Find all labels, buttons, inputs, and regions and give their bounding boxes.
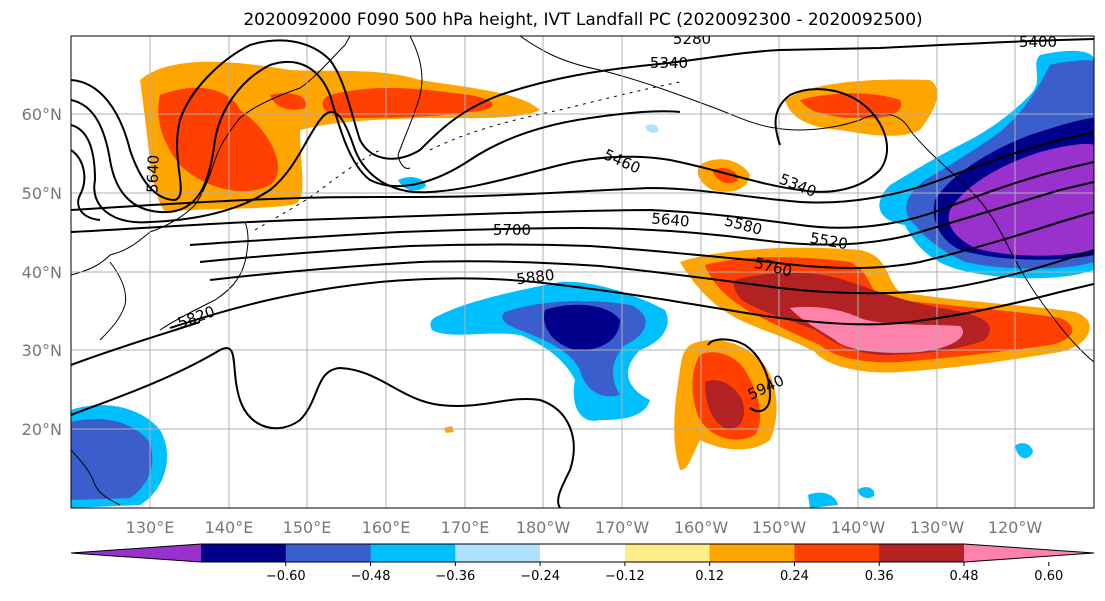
ivt-negative-patch-small4 bbox=[857, 487, 875, 498]
contour-line bbox=[71, 149, 101, 221]
contour-label: 5400 bbox=[1019, 33, 1057, 51]
colorbar-tick-label: −0.36 bbox=[435, 569, 475, 584]
coastline-kamchatka bbox=[397, 36, 423, 169]
lon-label: 130°E bbox=[126, 518, 175, 537]
height-contours bbox=[71, 38, 1094, 508]
coastline-philippines bbox=[71, 449, 121, 506]
colorbar: −0.60 −0.48 −0.36 −0.24 −0.12 0.12 0.24 0.36 0.4… bbox=[70, 543, 1095, 584]
contour-line bbox=[71, 321, 201, 366]
contour-line bbox=[71, 161, 1094, 233]
lat-label: 50°N bbox=[22, 184, 62, 203]
ivt-shading bbox=[71, 50, 1094, 508]
lat-label: 30°N bbox=[22, 341, 62, 360]
lon-label: 150°W bbox=[752, 518, 807, 537]
colorbar-tick-label: 0.60 bbox=[1034, 569, 1063, 584]
map-frame bbox=[70, 35, 1095, 509]
lon-label: 170°W bbox=[595, 518, 650, 537]
contour-line bbox=[707, 338, 772, 413]
map-panel: 5280 5340 5400 5460 5340 5640 5700 5640 … bbox=[71, 30, 1094, 508]
colorbar-segment-purple bbox=[71, 544, 201, 562]
ivt-positive-core-nw3 bbox=[270, 93, 306, 110]
ivt-positive-core-nw2 bbox=[322, 87, 493, 118]
contour-line bbox=[189, 181, 1094, 246]
colorbar-tick-label: 0.24 bbox=[780, 569, 809, 584]
ivt-positive-strong-hawaii bbox=[705, 380, 745, 429]
colorbar-segment-light-blue bbox=[455, 544, 541, 562]
ivt-negative-peak-central bbox=[544, 304, 620, 351]
contour-label: 5640 bbox=[143, 154, 162, 193]
lat-tick-labels: 60°N 50°N 40°N 30°N 20°N bbox=[22, 105, 62, 439]
contour-line bbox=[71, 131, 1094, 211]
contour-label: 5700 bbox=[493, 221, 531, 239]
colorbar-tick-label: −0.48 bbox=[351, 569, 391, 584]
lon-label: 180°W bbox=[516, 518, 571, 537]
colorbar-ticks: −0.60 −0.48 −0.36 −0.24 −0.12 0.12 0.24 0.36 0.4… bbox=[266, 562, 1063, 584]
colorbar-segment-pink bbox=[964, 544, 1094, 562]
lon-label: 130°W bbox=[910, 518, 965, 537]
lat-label: 20°N bbox=[22, 420, 62, 439]
contour-label: 5340 bbox=[650, 54, 688, 72]
gridlines bbox=[71, 36, 1094, 508]
coastline-aleutians bbox=[429, 81, 681, 151]
colorbar-outline bbox=[70, 543, 1095, 563]
lon-label: 170°E bbox=[441, 518, 490, 537]
contour-label: 5640 bbox=[651, 209, 691, 230]
ivt-negative-peak-ne bbox=[948, 143, 1094, 256]
contour-line bbox=[169, 277, 1094, 329]
colorbar-segments bbox=[70, 543, 1095, 563]
lon-label: 160°E bbox=[362, 518, 411, 537]
colorbar-segment-white bbox=[540, 544, 626, 562]
colorbar-segment-royal-blue bbox=[285, 544, 372, 562]
ivt-positive-core-goa bbox=[800, 93, 901, 119]
lon-label: 140°E bbox=[205, 518, 254, 537]
contour-line bbox=[209, 249, 1094, 295]
colorbar-segment-khaki bbox=[624, 544, 711, 562]
lon-label: 140°W bbox=[831, 518, 886, 537]
lon-label: 150°E bbox=[283, 518, 332, 537]
contour-label: 5880 bbox=[515, 266, 555, 289]
lon-label: 120°W bbox=[988, 518, 1043, 537]
contour-line bbox=[199, 211, 1094, 269]
ivt-negative-patch-small3 bbox=[808, 492, 838, 508]
colorbar-segment-navy bbox=[201, 544, 287, 562]
ivt-negative-patch-ne2 bbox=[1060, 60, 1094, 95]
ivt-negative-core-sw bbox=[71, 419, 153, 500]
colorbar-segment-deep-sky bbox=[370, 544, 456, 562]
lat-label: 40°N bbox=[22, 263, 62, 282]
colorbar-tick-label: 0.48 bbox=[950, 569, 979, 584]
colorbar-tick-label: −0.60 bbox=[266, 569, 306, 584]
ivt-negative-patch-small5 bbox=[645, 124, 659, 133]
contour-line bbox=[71, 60, 681, 214]
colorbar-tick-label: −0.24 bbox=[520, 569, 560, 584]
colorbar-tick-label: −0.12 bbox=[605, 569, 645, 584]
coastline-asia bbox=[71, 36, 351, 276]
colorbar-segment-orange-red bbox=[794, 544, 880, 562]
colorbar-tick-label: 0.36 bbox=[865, 569, 894, 584]
colorbar-segment-orange bbox=[709, 544, 795, 562]
contour-label: 5280 bbox=[673, 30, 711, 48]
contour-line bbox=[71, 38, 1094, 202]
lat-label: 60°N bbox=[22, 105, 62, 124]
contour-line bbox=[71, 88, 889, 224]
colorbar-tick-label: 0.12 bbox=[695, 569, 724, 584]
ivt-negative-patch-small2 bbox=[1015, 443, 1033, 459]
contour-line bbox=[71, 347, 575, 508]
coastline-kurils bbox=[254, 149, 381, 231]
figure-title: 2020092000 F090 500 hPa height, IVT Land… bbox=[243, 10, 922, 30]
ivt-positive-peak-ar bbox=[790, 306, 964, 353]
lon-label: 160°W bbox=[674, 518, 729, 537]
colorbar-segment-firebrick bbox=[879, 544, 965, 562]
coastline-korea bbox=[99, 261, 127, 341]
lon-tick-labels: 130°E 140°E 150°E 160°E 170°E 180°W 170°… bbox=[126, 518, 1043, 537]
